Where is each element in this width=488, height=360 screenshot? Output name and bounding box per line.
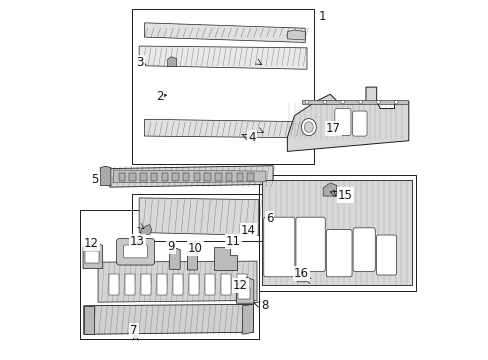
Circle shape [323,100,326,104]
Text: 7: 7 [130,324,137,337]
Bar [258,175,415,291]
Polygon shape [242,304,253,334]
Text: 12: 12 [232,279,247,292]
Polygon shape [141,225,151,234]
Bar [162,173,168,181]
Bar [247,173,253,181]
Polygon shape [98,261,257,302]
Circle shape [376,100,380,104]
Bar [189,274,199,295]
Bar [205,274,215,295]
Bar [204,173,210,181]
Polygon shape [113,170,265,183]
FancyBboxPatch shape [376,235,396,275]
FancyBboxPatch shape [116,239,154,265]
Text: 17: 17 [325,122,340,135]
Polygon shape [287,87,408,152]
Bar [237,274,247,295]
Bar [193,173,200,181]
Polygon shape [297,273,305,282]
Polygon shape [323,183,336,196]
FancyBboxPatch shape [352,228,374,271]
Bar [215,173,221,181]
Ellipse shape [301,118,316,136]
Bar [129,173,136,181]
Circle shape [394,100,397,104]
Polygon shape [139,198,258,235]
Circle shape [305,100,308,104]
Ellipse shape [304,122,313,132]
Bar [140,173,146,181]
Text: 11: 11 [225,235,240,248]
FancyBboxPatch shape [123,245,147,258]
Bar [221,274,231,295]
Bar [236,173,243,181]
Text: 5: 5 [91,173,99,186]
Circle shape [340,100,344,104]
Text: 2: 2 [156,90,163,103]
Bar [173,274,183,295]
Text: 16: 16 [294,267,308,280]
Polygon shape [83,304,253,334]
Text: 13: 13 [130,235,144,248]
Polygon shape [167,57,176,66]
Text: 10: 10 [187,242,202,255]
Bar [80,210,258,339]
FancyBboxPatch shape [295,217,325,271]
Bar [141,274,151,295]
Polygon shape [100,166,111,185]
Text: 6: 6 [265,212,273,225]
Polygon shape [110,166,272,187]
Text: 3: 3 [136,55,143,69]
Text: 12: 12 [84,237,99,250]
Polygon shape [214,247,237,270]
Text: 15: 15 [337,189,352,202]
Polygon shape [236,278,253,303]
Bar [157,274,166,295]
Polygon shape [262,180,411,285]
Bar [84,251,99,263]
Polygon shape [144,119,308,138]
Text: 14: 14 [241,224,255,237]
Bar [119,173,125,181]
Bar [124,274,135,295]
Polygon shape [83,242,102,269]
Bar [238,288,250,299]
FancyBboxPatch shape [325,230,351,277]
Text: 8: 8 [261,298,268,311]
Bar [108,274,119,295]
Polygon shape [144,23,305,42]
Text: 9: 9 [167,240,175,253]
Polygon shape [187,249,197,270]
Bar [183,173,189,181]
Bar [225,173,232,181]
Polygon shape [287,30,305,40]
FancyBboxPatch shape [352,111,366,136]
FancyBboxPatch shape [334,109,350,135]
Text: 1: 1 [318,10,325,23]
Circle shape [358,100,362,104]
FancyBboxPatch shape [263,217,294,277]
Bar [132,194,264,241]
Text: 4: 4 [247,131,255,144]
Bar [132,9,313,164]
Polygon shape [169,248,180,269]
Bar [151,173,157,181]
Polygon shape [139,46,306,69]
Polygon shape [301,100,407,104]
Bar [172,173,179,181]
Polygon shape [83,306,94,334]
